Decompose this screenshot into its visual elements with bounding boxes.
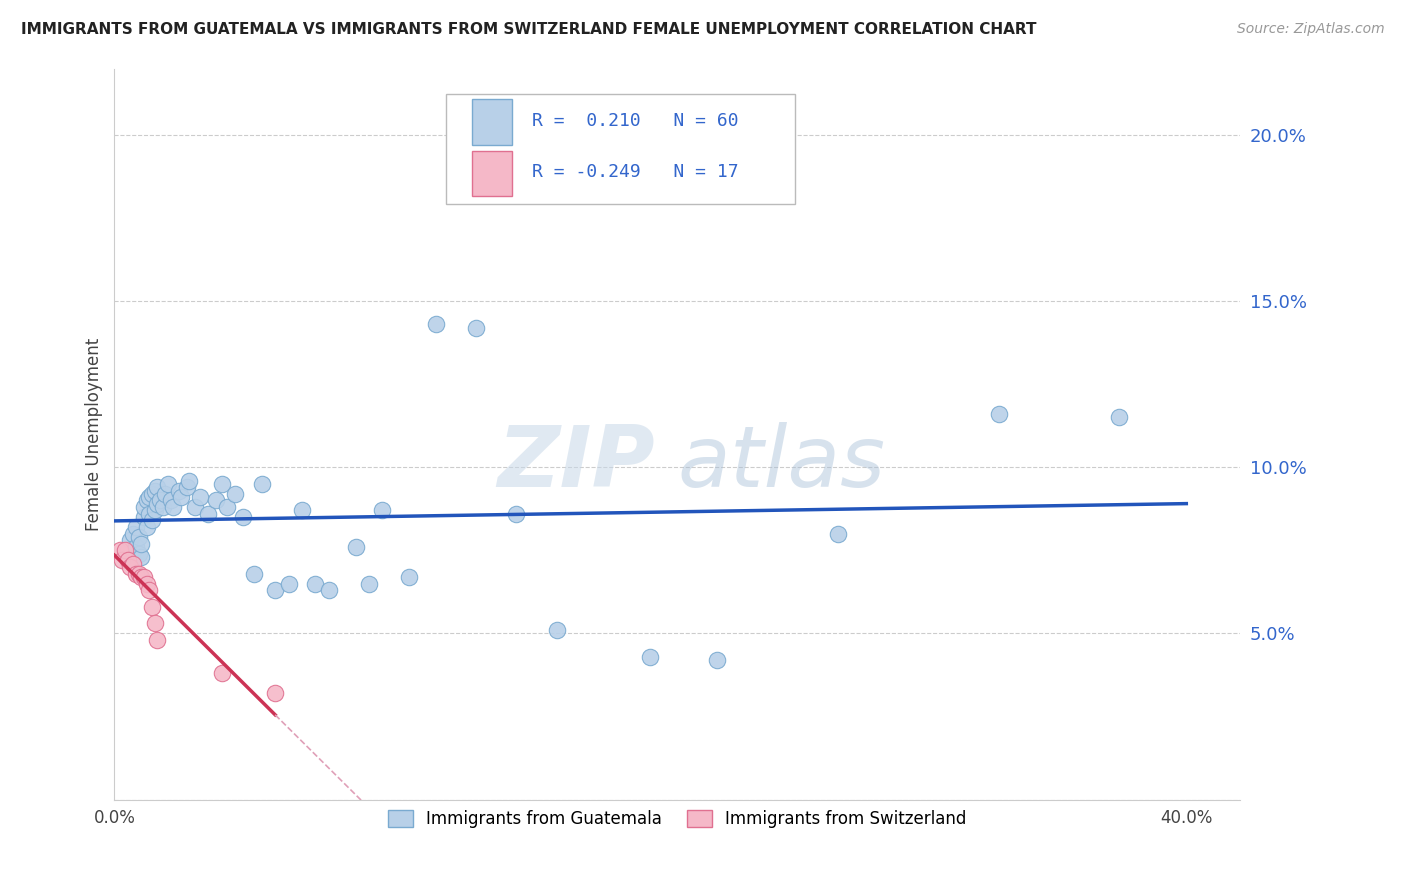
Point xyxy=(179,474,201,488)
Point xyxy=(135,576,157,591)
Point xyxy=(156,476,179,491)
Point xyxy=(146,633,169,648)
Point xyxy=(141,599,163,614)
Point xyxy=(152,500,174,515)
Point xyxy=(264,583,287,598)
Point xyxy=(425,318,447,332)
Y-axis label: Female Unemployment: Female Unemployment xyxy=(86,337,103,531)
Point xyxy=(120,560,142,574)
Point xyxy=(264,686,287,700)
Point xyxy=(146,497,169,511)
Text: Source: ZipAtlas.com: Source: ZipAtlas.com xyxy=(1237,22,1385,37)
Point xyxy=(188,490,211,504)
Point xyxy=(159,493,181,508)
Point xyxy=(827,526,849,541)
Point xyxy=(125,566,148,581)
FancyBboxPatch shape xyxy=(447,94,796,203)
Point xyxy=(184,500,207,515)
Point xyxy=(465,320,488,334)
Point xyxy=(111,553,134,567)
Point xyxy=(108,543,131,558)
Point xyxy=(277,576,299,591)
Point xyxy=(135,520,157,534)
Point xyxy=(138,507,160,521)
Point xyxy=(135,493,157,508)
Point xyxy=(132,570,155,584)
Point xyxy=(141,487,163,501)
Point xyxy=(344,540,367,554)
Point xyxy=(138,583,160,598)
Point xyxy=(224,487,246,501)
Point xyxy=(125,520,148,534)
Point xyxy=(318,583,340,598)
Point xyxy=(129,570,152,584)
Point xyxy=(706,653,728,667)
Point xyxy=(232,510,254,524)
Point xyxy=(242,566,264,581)
Point xyxy=(117,553,139,567)
Bar xyxy=(472,99,512,145)
Point xyxy=(167,483,190,498)
Point xyxy=(138,490,160,504)
Point xyxy=(122,557,145,571)
Point xyxy=(987,407,1010,421)
Point xyxy=(149,493,172,508)
Point xyxy=(122,553,145,567)
Point xyxy=(114,543,136,558)
Point xyxy=(129,549,152,564)
Point xyxy=(162,500,184,515)
Point xyxy=(129,536,152,550)
Text: atlas: atlas xyxy=(678,422,886,505)
Point xyxy=(371,503,394,517)
Point xyxy=(132,500,155,515)
Bar xyxy=(472,151,512,196)
Point xyxy=(120,533,142,548)
Point xyxy=(304,576,326,591)
Point xyxy=(143,616,166,631)
Point xyxy=(143,483,166,498)
Point xyxy=(1108,410,1130,425)
Point xyxy=(176,480,198,494)
Point xyxy=(141,513,163,527)
Point xyxy=(398,570,420,584)
Text: R = -0.249   N = 17: R = -0.249 N = 17 xyxy=(531,162,738,181)
Point xyxy=(143,503,166,517)
Point xyxy=(291,503,314,517)
Point xyxy=(546,623,568,637)
Point xyxy=(128,547,150,561)
Text: R =  0.210   N = 60: R = 0.210 N = 60 xyxy=(531,112,738,129)
Text: IMMIGRANTS FROM GUATEMALA VS IMMIGRANTS FROM SWITZERLAND FEMALE UNEMPLOYMENT COR: IMMIGRANTS FROM GUATEMALA VS IMMIGRANTS … xyxy=(21,22,1036,37)
Legend: Immigrants from Guatemala, Immigrants from Switzerland: Immigrants from Guatemala, Immigrants fr… xyxy=(381,804,973,835)
Text: ZIP: ZIP xyxy=(498,422,655,505)
Point xyxy=(211,476,233,491)
Point xyxy=(122,526,145,541)
Point xyxy=(117,543,139,558)
Point xyxy=(170,490,193,504)
Point xyxy=(357,576,380,591)
Point xyxy=(132,510,155,524)
Point xyxy=(250,476,273,491)
Point xyxy=(128,530,150,544)
Point xyxy=(205,493,228,508)
Point xyxy=(155,487,177,501)
Point xyxy=(128,566,150,581)
Point xyxy=(197,507,219,521)
Point xyxy=(505,507,527,521)
Point xyxy=(146,480,169,494)
Point xyxy=(125,540,148,554)
Point xyxy=(640,649,662,664)
Point xyxy=(215,500,238,515)
Point xyxy=(211,666,233,681)
